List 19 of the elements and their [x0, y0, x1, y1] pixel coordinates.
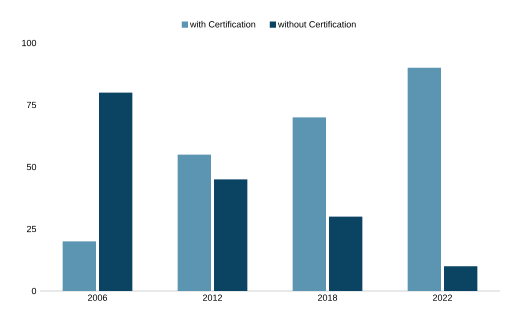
y-tick-label: 50 [26, 164, 36, 170]
y-tick-label: 25 [26, 226, 36, 232]
bar [178, 154, 212, 291]
bar [329, 216, 362, 291]
x-tick-label: 2018 [318, 294, 338, 301]
x-tick-label: 2022 [432, 294, 452, 301]
y-tick-label: 100 [22, 40, 36, 46]
y-tick-label: 0 [32, 288, 36, 294]
bar [214, 179, 248, 291]
bar [408, 68, 442, 291]
bar [444, 266, 478, 291]
y-tick-label: 75 [26, 102, 36, 108]
legend-label: without Certification [278, 20, 356, 28]
bar [292, 117, 326, 291]
legend-label: with Certification [190, 20, 256, 28]
bar [99, 92, 132, 291]
x-tick-label: 2012 [202, 294, 222, 301]
x-tick-label: 2006 [88, 294, 108, 301]
bar [62, 241, 96, 291]
